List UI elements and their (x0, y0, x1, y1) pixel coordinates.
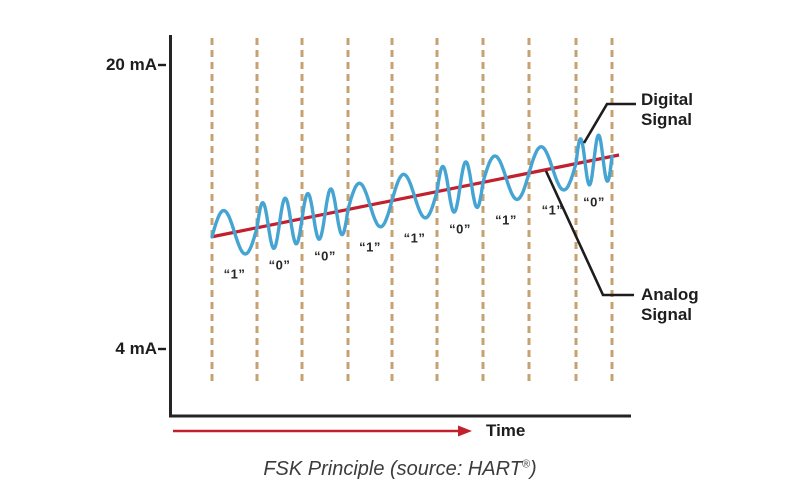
analog-signal-label: Analog Signal (641, 285, 699, 324)
bit-value-label: “0” (268, 257, 291, 273)
digital-signal-label: Digital Signal (641, 90, 693, 129)
bit-value-label: “1” (403, 230, 426, 246)
bit-value-label: “1” (541, 202, 564, 218)
digital-signal-wave (210, 133, 614, 256)
time-arrow (173, 425, 472, 437)
figure-caption: FSK Principle (source: HART®) (0, 458, 800, 481)
axes (158, 35, 631, 418)
y-axis-label-4ma: 4 mA (115, 339, 157, 358)
bit-value-label: “1” (359, 239, 381, 255)
y-axis-label-20ma: 20 mA (105, 55, 157, 74)
figure-caption-text: FSK Principle (source: HART (263, 458, 522, 480)
digital-signal-callout-line (582, 102, 636, 144)
figure-caption-close: ) (530, 458, 537, 480)
bit-value-label: “0” (314, 248, 336, 264)
analog-signal-callout-line (544, 170, 634, 297)
x-axis-label-time: Time (486, 421, 526, 440)
bit-value-label: “0” (449, 221, 471, 237)
bit-value-label: “1” (495, 212, 517, 228)
registered-trademark-symbol: ® (521, 458, 531, 471)
bit-value-label: “1” (223, 266, 246, 282)
time-arrow-head (458, 425, 472, 437)
bit-value-label: “0” (583, 194, 605, 210)
